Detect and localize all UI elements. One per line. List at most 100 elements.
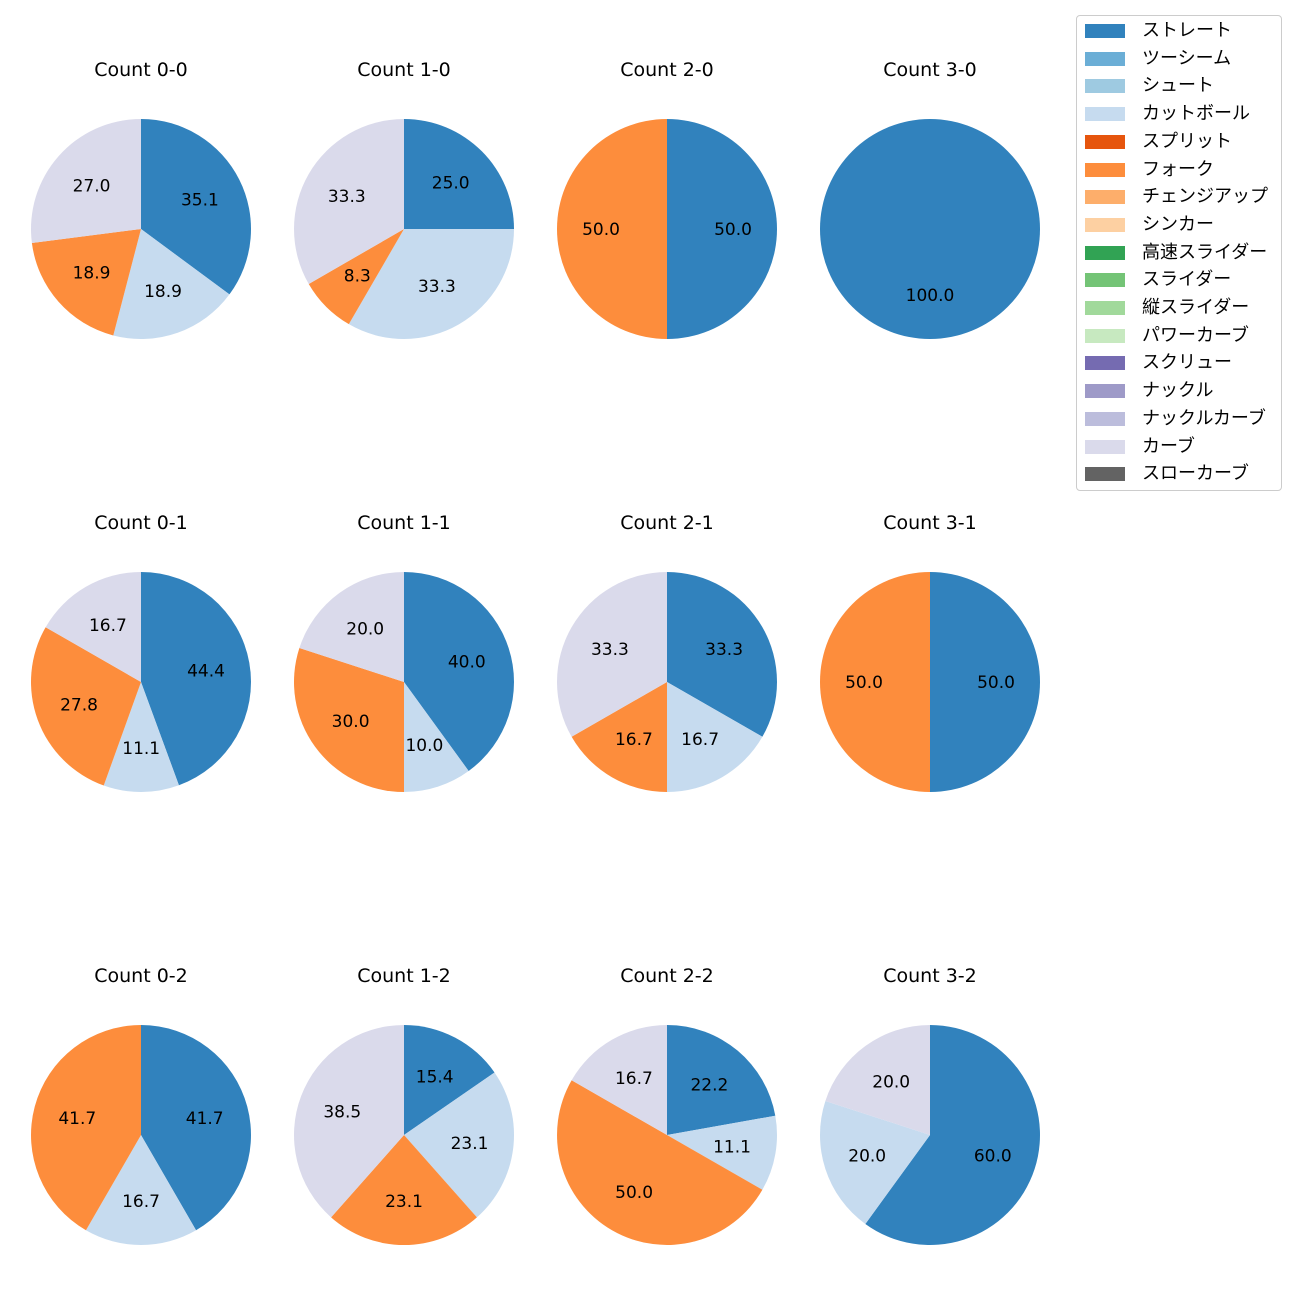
legend-label: チェンジアップ <box>1142 186 1268 208</box>
legend-swatch <box>1085 301 1125 315</box>
pie-slice <box>404 1025 495 1135</box>
pie-slice <box>571 682 667 792</box>
legend-swatch <box>1085 245 1125 260</box>
slice-value-label: 40.0 <box>448 653 486 673</box>
pie-slice <box>557 1080 763 1245</box>
chart-title: Count 1-0 <box>357 59 451 81</box>
slice-value-label: 27.8 <box>60 696 98 716</box>
pie-slice <box>667 572 778 737</box>
pie-slice <box>865 1025 1040 1246</box>
pie-slice <box>141 119 252 295</box>
pie-slice <box>404 118 515 230</box>
legend-item: スローカーブ <box>1085 464 1249 484</box>
slice-value-label: 20.0 <box>872 1073 910 1093</box>
legend-item: チェンジアップ <box>1085 187 1268 207</box>
legend-item: カットボール <box>1085 104 1250 124</box>
pie-slice <box>85 1135 197 1245</box>
legend-swatch <box>1085 467 1125 482</box>
pie-slice <box>667 119 777 339</box>
chart-title: Count 2-2 <box>620 965 714 987</box>
pie-chart: Count 2-0 50.0 50.0 <box>557 59 777 339</box>
legend-item: シュート <box>1085 76 1214 96</box>
legend-label: 縦スライダー <box>1142 297 1250 318</box>
legend-item: スクリュー <box>1085 353 1232 373</box>
slice-value-label: 15.4 <box>416 1068 454 1088</box>
pie-slice <box>820 119 1040 339</box>
legend-item: カーブ <box>1085 435 1195 457</box>
legend-label: シンカー <box>1142 213 1214 235</box>
pie-slice <box>31 1025 141 1231</box>
chart-title: Count 1-1 <box>357 512 451 534</box>
legend-label: カーブ <box>1142 435 1195 457</box>
legend-label: スプリット <box>1142 130 1232 152</box>
legend-swatch <box>1085 217 1125 232</box>
legend-item: ナックルカーブ <box>1085 407 1266 429</box>
legend-swatch <box>1085 328 1125 343</box>
slice-value-label: 18.9 <box>144 282 182 302</box>
pie-slice <box>293 648 404 792</box>
pie-slice <box>930 572 1040 792</box>
legend-swatch <box>1085 134 1125 149</box>
pie-chart: Count 3-2 60.0 20.0 20.0 <box>819 965 1040 1246</box>
legend-item: スライダー <box>1085 270 1231 290</box>
slice-value-label: 50.0 <box>714 220 752 240</box>
slice-value-label: 44.4 <box>187 661 225 681</box>
pie-slice <box>820 572 930 792</box>
slice-value-label: 33.3 <box>328 187 366 207</box>
pie-slice <box>113 229 230 340</box>
pie-chart: Count 0-1 44.4 11.1 27.8 16.7 <box>30 512 251 793</box>
legend-swatch <box>1085 411 1125 426</box>
slice-value-label: 22.2 <box>690 1075 728 1095</box>
legend-swatch <box>1085 356 1125 371</box>
pie-chart: Count 1-2 15.4 23.1 23.1 38.5 <box>293 965 515 1246</box>
chart-title: Count 2-1 <box>620 512 714 534</box>
chart-title: Count 2-0 <box>620 59 714 81</box>
pie-chart: Count 1-0 25.0 33.3 8.3 33.3 <box>294 59 515 340</box>
legend-label: パワーカーブ <box>1142 324 1249 346</box>
legend-item: 高速スライダー <box>1085 242 1267 263</box>
legend-item: ナックル <box>1085 381 1213 401</box>
pie-chart: Count 2-2 22.2 11.1 50.0 16.7 <box>557 965 777 1245</box>
pie-slice <box>825 1025 930 1135</box>
pie-slice <box>30 627 141 786</box>
legend-swatch <box>1085 384 1125 399</box>
pie-slice <box>404 682 469 792</box>
legend-swatch <box>1085 190 1125 205</box>
slice-value-label: 33.3 <box>418 277 456 297</box>
legend-item: ツーシーム <box>1085 48 1231 69</box>
slice-value-label: 50.0 <box>977 673 1015 693</box>
pie-slice <box>294 119 404 284</box>
legend-item: ストレート <box>1085 21 1232 41</box>
pie-chart: Count 2-1 33.3 16.7 16.7 33.3 <box>556 512 778 792</box>
legend-swatch <box>1085 79 1125 94</box>
legend-label: スローカーブ <box>1142 463 1249 485</box>
slice-value-label: 27.0 <box>73 176 111 196</box>
slice-value-label: 30.0 <box>332 712 370 732</box>
legend-label: ナックルカーブ <box>1142 407 1266 429</box>
chart-title: Count 0-2 <box>94 965 188 987</box>
pie-slice <box>141 1025 251 1231</box>
slice-value-label: 16.7 <box>89 616 127 636</box>
legend-item: スプリット <box>1085 130 1232 152</box>
slice-value-label: 11.1 <box>713 1137 751 1157</box>
chart-title: Count 3-0 <box>883 59 977 81</box>
pie-slice <box>571 1025 667 1135</box>
pie-slice <box>819 1101 930 1224</box>
chart-title: Count 3-2 <box>883 965 977 987</box>
pie-slice <box>141 572 251 786</box>
pie-slice <box>308 229 404 325</box>
pie-slice <box>667 682 763 792</box>
pie-slice <box>404 1072 515 1218</box>
pie-slice <box>30 118 141 243</box>
slice-value-label: 33.3 <box>591 640 629 660</box>
pie-slice <box>45 572 142 682</box>
pie-chart: Count 0-2 41.7 16.7 41.7 <box>31 965 251 1245</box>
pie-slice <box>557 119 667 339</box>
pie-slice <box>293 1025 404 1218</box>
chart-title: Count 1-2 <box>357 965 451 987</box>
slice-value-label: 18.9 <box>73 264 111 284</box>
legend-item: シンカー <box>1085 213 1214 235</box>
slice-value-label: 25.0 <box>432 173 470 193</box>
slice-value-label: 35.1 <box>181 190 219 210</box>
